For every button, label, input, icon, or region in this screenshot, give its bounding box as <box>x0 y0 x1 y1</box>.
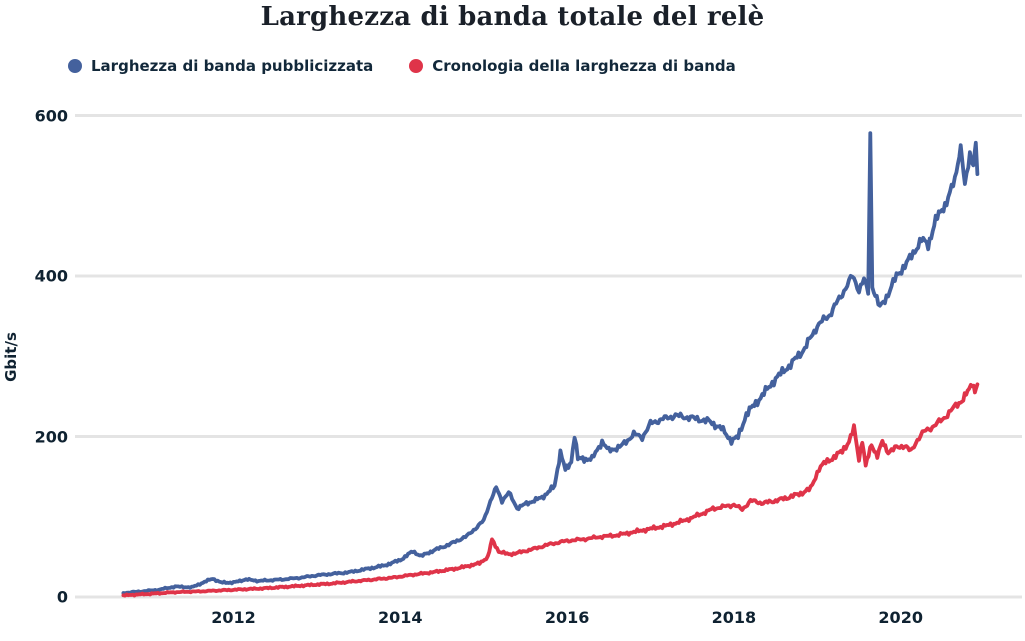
y-tick-400: 400 <box>34 266 68 286</box>
x-tick-2012: 2012 <box>211 608 256 627</box>
x-tick-2016: 2016 <box>544 608 590 627</box>
y-tick-0: 0 <box>56 587 68 607</box>
series-line-advertised <box>121 131 980 596</box>
x-tick-2018: 2018 <box>711 608 757 627</box>
legend-dot-advertised-bandwidth <box>68 59 82 73</box>
chart-legend: Larghezza di banda pubblicizzata Cronolog… <box>68 57 736 75</box>
chart-title: Larghezza di banda totale del relè <box>260 2 765 32</box>
legend-label-advertised-bandwidth: Larghezza di banda pubblicizzata <box>91 57 374 75</box>
y-tick-600: 600 <box>34 106 68 125</box>
x-tick-2014: 2014 <box>378 608 423 627</box>
legend-item-bandwidth-history: Cronologia della larghezza di banda <box>409 57 736 75</box>
legend-item-advertised-bandwidth: Larghezza di banda pubblicizzata <box>68 57 373 75</box>
x-tick-2020: 2020 <box>878 608 923 627</box>
legend-dot-bandwidth-history <box>409 59 424 73</box>
legend-label-bandwidth-history: Cronologia della larghezza di banda <box>432 57 736 75</box>
y-tick-200: 200 <box>34 427 68 446</box>
y-axis-title: Gbit/s <box>2 332 20 382</box>
series-line-history <box>121 382 980 598</box>
